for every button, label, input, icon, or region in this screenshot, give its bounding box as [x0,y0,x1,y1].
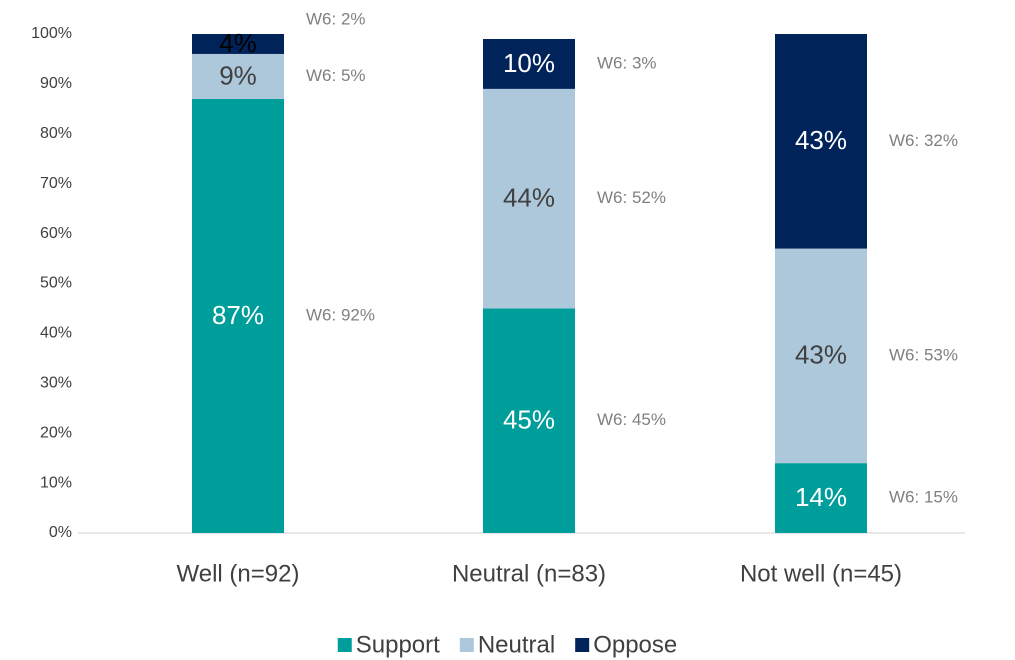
data-label: 9% [219,60,257,90]
legend-label: Neutral [478,631,555,658]
data-label: 10% [503,48,555,78]
bar-segment [483,88,575,309]
data-label: 43% [795,340,847,370]
bar-segment [483,38,575,89]
data-label: 4% [219,28,257,58]
data-label: 45% [503,405,555,435]
legend-label: Oppose [593,631,677,658]
y-tick-label: 30% [40,375,72,392]
annotation: W6: 52% [597,188,666,207]
bar-segment [192,98,284,534]
bar-segment [483,308,575,533]
data-label: 44% [503,183,555,213]
y-tick-label: 70% [40,175,72,192]
y-tick-label: 20% [40,424,72,441]
y-tick-label: 0% [49,524,72,541]
legend-label: Support [356,631,440,658]
x-tick-label: Not well (n=45) [740,560,902,587]
annotation: W6: 53% [889,345,958,364]
annotation: W6: 5% [306,66,366,85]
y-tick-label: 40% [40,325,72,342]
y-tick-label: 100% [31,25,72,42]
y-tick-label: 60% [40,225,72,242]
x-tick-label: Well (n=92) [177,560,300,587]
annotation: W6: 45% [597,410,666,429]
data-label: 14% [795,482,847,512]
y-tick-label: 10% [40,474,72,491]
bar-segment [192,34,284,54]
annotation: W6: 32% [889,131,958,150]
x-tick-label: Neutral (n=83) [452,560,606,587]
annotation: W6: 92% [306,305,375,324]
annotation: W6: 2% [306,9,366,28]
data-label: 43% [795,125,847,155]
legend-swatch [337,638,352,652]
y-tick-label: 90% [40,75,72,92]
bar-segment [775,34,867,249]
y-tick-label: 80% [40,125,72,142]
bar-segment [775,463,867,533]
legend-swatch [575,638,590,652]
bar-segment [192,53,284,99]
data-label: 87% [212,300,264,330]
legend-swatch [459,638,474,652]
bar-segment [775,248,867,464]
y-tick-label: 50% [40,275,72,292]
annotation: W6: 15% [889,488,958,507]
annotation: W6: 3% [597,53,657,72]
